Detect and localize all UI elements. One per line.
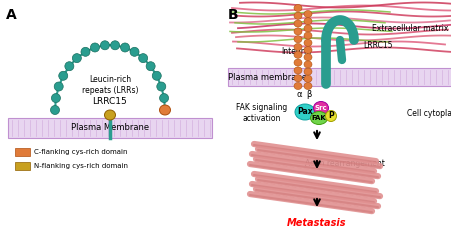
Ellipse shape xyxy=(156,82,166,91)
Ellipse shape xyxy=(81,47,90,56)
Ellipse shape xyxy=(160,106,169,114)
Ellipse shape xyxy=(293,12,301,19)
Text: Pax: Pax xyxy=(296,108,312,116)
Ellipse shape xyxy=(304,75,311,82)
Ellipse shape xyxy=(293,4,301,12)
Ellipse shape xyxy=(325,110,336,122)
Text: Extracellular matrix: Extracellular matrix xyxy=(371,24,447,32)
Ellipse shape xyxy=(304,54,311,61)
Ellipse shape xyxy=(304,82,311,89)
Text: α: α xyxy=(295,90,301,99)
Text: B: B xyxy=(227,8,238,22)
Ellipse shape xyxy=(293,20,301,27)
Text: N-flanking cys-rich domain: N-flanking cys-rich domain xyxy=(34,163,128,169)
Ellipse shape xyxy=(293,75,301,82)
Bar xyxy=(227,68,451,86)
Ellipse shape xyxy=(304,68,311,75)
Ellipse shape xyxy=(152,71,161,80)
Ellipse shape xyxy=(293,67,301,74)
Text: P: P xyxy=(327,112,333,120)
Ellipse shape xyxy=(51,106,60,114)
Ellipse shape xyxy=(304,32,311,39)
Ellipse shape xyxy=(54,82,63,91)
Text: FAK: FAK xyxy=(311,115,326,121)
Ellipse shape xyxy=(159,105,170,115)
Text: Cell cytoplasm: Cell cytoplasm xyxy=(406,108,451,118)
Text: LRRC15: LRRC15 xyxy=(362,40,391,50)
Ellipse shape xyxy=(59,71,68,80)
Ellipse shape xyxy=(304,61,311,68)
Bar xyxy=(15,162,30,170)
Ellipse shape xyxy=(295,104,314,120)
Ellipse shape xyxy=(100,41,109,50)
Ellipse shape xyxy=(51,94,60,102)
Bar xyxy=(8,118,212,138)
Ellipse shape xyxy=(159,94,168,102)
Ellipse shape xyxy=(310,112,327,124)
Ellipse shape xyxy=(72,54,81,63)
Text: Metastasis: Metastasis xyxy=(287,218,346,228)
Ellipse shape xyxy=(120,43,129,52)
Text: FAK signaling
activation: FAK signaling activation xyxy=(236,103,287,123)
Ellipse shape xyxy=(304,10,311,18)
Text: β: β xyxy=(306,90,311,99)
Ellipse shape xyxy=(293,51,301,58)
Ellipse shape xyxy=(293,36,301,43)
Text: Integrin: Integrin xyxy=(281,48,310,56)
Ellipse shape xyxy=(130,47,139,56)
Ellipse shape xyxy=(304,39,311,46)
Ellipse shape xyxy=(110,41,120,50)
Ellipse shape xyxy=(313,102,328,114)
Text: Leucin-rich
repeats (LRRs): Leucin-rich repeats (LRRs) xyxy=(82,75,138,95)
Text: Plasma membrane: Plasma membrane xyxy=(228,72,307,82)
Text: Actin rearrangement: Actin rearrangement xyxy=(304,158,384,168)
Ellipse shape xyxy=(304,18,311,25)
Ellipse shape xyxy=(293,59,301,66)
Ellipse shape xyxy=(146,62,155,71)
Ellipse shape xyxy=(90,43,99,52)
Ellipse shape xyxy=(293,44,301,51)
Text: LRRC15: LRRC15 xyxy=(92,97,127,106)
Ellipse shape xyxy=(293,82,301,89)
Ellipse shape xyxy=(138,54,147,63)
Text: Plasma Membrane: Plasma Membrane xyxy=(71,124,149,132)
Text: Src: Src xyxy=(314,105,327,111)
Text: A: A xyxy=(6,8,17,22)
Bar xyxy=(15,148,30,156)
Ellipse shape xyxy=(304,25,311,32)
Ellipse shape xyxy=(293,28,301,35)
Text: C-flanking cys-rich domain: C-flanking cys-rich domain xyxy=(34,149,127,155)
Ellipse shape xyxy=(104,110,115,120)
Ellipse shape xyxy=(64,62,74,71)
Ellipse shape xyxy=(304,46,311,54)
